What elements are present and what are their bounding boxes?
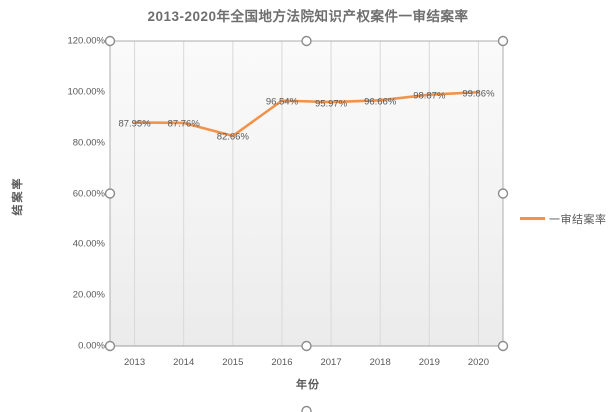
selection-handle[interactable]: [104, 340, 116, 352]
x-axis-tick-label: 2016: [271, 357, 293, 368]
data-point-label[interactable]: 87.95%: [118, 118, 151, 130]
data-point-label[interactable]: 87.76%: [167, 118, 200, 130]
legend-line-swatch-icon: [520, 217, 545, 220]
y-axis-tick-label: 0.00%: [78, 340, 105, 352]
y-axis-tick-label: 60.00%: [72, 188, 105, 199]
y-axis-tick-label: 80.00%: [72, 137, 105, 149]
x-axis-tick-label: 2015: [222, 357, 244, 368]
selection-handle[interactable]: [301, 340, 312, 352]
selection-handle[interactable]: [497, 188, 509, 199]
selection-handle[interactable]: [104, 35, 116, 47]
y-axis-tick-label: 120.00%: [67, 35, 105, 47]
data-point-label[interactable]: 99.86%: [462, 88, 495, 100]
legend-series-label: 一审结案率: [549, 213, 607, 226]
selection-handle[interactable]: [497, 340, 509, 352]
x-axis-title[interactable]: 年份: [296, 379, 320, 391]
selection-handle[interactable]: [104, 188, 116, 199]
x-axis-tick-label: 2017: [320, 357, 342, 368]
y-axis-title[interactable]: 结案率: [12, 176, 24, 216]
x-axis-tick-label: 2013: [123, 357, 146, 368]
y-axis-tick-label: 40.00%: [72, 238, 105, 250]
data-point-label[interactable]: 96.54%: [265, 96, 299, 108]
y-axis-tick-label: 100.00%: [67, 86, 105, 98]
series-line[interactable]: [133, 90, 480, 138]
data-point-label[interactable]: 96.66%: [364, 96, 397, 108]
selection-handle[interactable]: [301, 405, 312, 412]
x-axis-tick-label: 2020: [467, 357, 489, 368]
x-axis-tick-label: 2018: [369, 357, 391, 368]
data-point-label[interactable]: 95.97%: [314, 98, 348, 110]
y-axis-tick-label: 20.00%: [72, 289, 105, 301]
data-point-label[interactable]: 82.66%: [216, 131, 249, 143]
chart-title[interactable]: 2013-2020年全国地方法院知识产权案件一审结案率: [147, 9, 469, 24]
data-point-label[interactable]: 98.87%: [413, 90, 446, 102]
selection-handle[interactable]: [301, 35, 312, 47]
x-axis-tick-label: 2014: [173, 357, 195, 368]
plot-selection-border: [109, 40, 504, 347]
selection-handle[interactable]: [497, 35, 509, 47]
plot-area[interactable]: [110, 41, 503, 346]
legend[interactable]: 一审结案率: [520, 211, 607, 226]
x-axis-tick-label: 2019: [418, 357, 440, 368]
